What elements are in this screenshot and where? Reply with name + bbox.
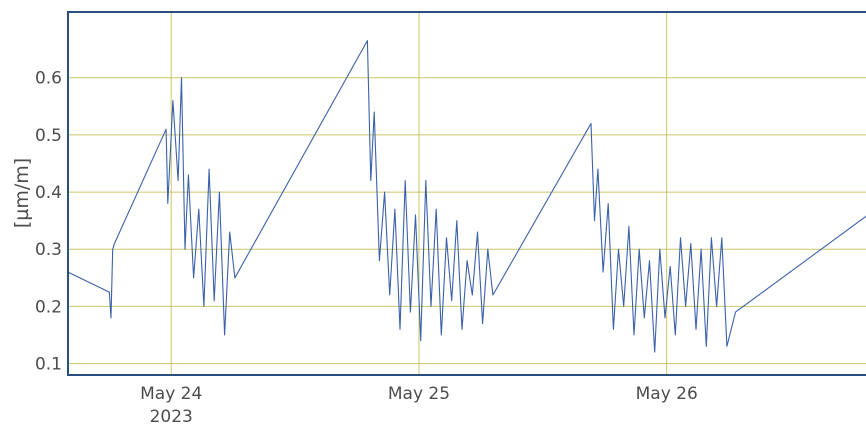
series-line	[68, 41, 866, 353]
y-tick-label: 0.4	[35, 183, 62, 203]
y-tick-label: 0.3	[35, 240, 62, 260]
x-tick-labels: May 24 2023 May 25 May 26	[140, 384, 698, 427]
x-tick-label: May 25	[388, 384, 450, 404]
x-tick-label: May 24	[140, 384, 202, 404]
y-tick-labels: 0.1 0.2 0.3 0.4 0.5 0.6	[35, 69, 62, 375]
series-group	[68, 41, 866, 353]
y-tick-label: 0.2	[35, 297, 62, 317]
y-tick-label: 0.5	[35, 126, 62, 146]
x-tick-label: May 26	[636, 384, 698, 404]
y-tick-label: 0.6	[35, 69, 62, 89]
x-tick-sublabel: 2023	[150, 407, 193, 427]
y-axis-label: [µm/m]	[11, 158, 33, 228]
y-tick-label: 0.1	[35, 355, 62, 375]
